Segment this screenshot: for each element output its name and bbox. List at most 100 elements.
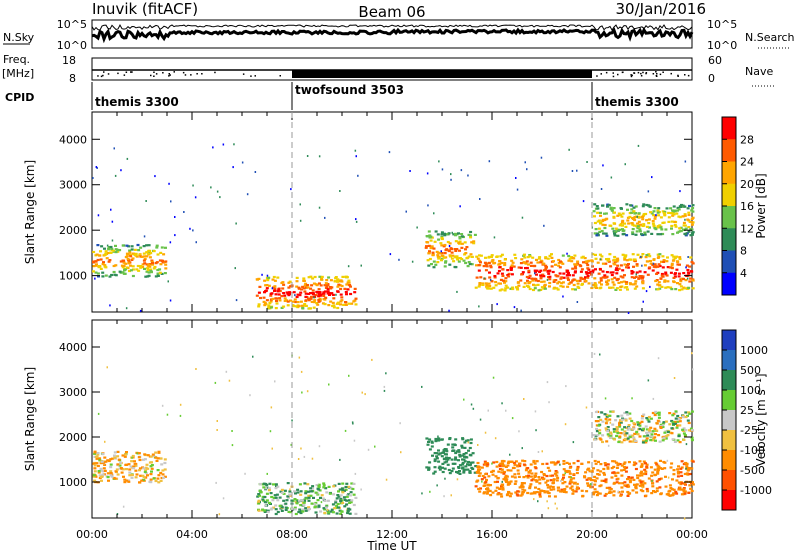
data-cell [687,256,689,258]
data-cell [589,483,592,486]
data-cell [581,282,584,285]
data-cell [266,274,269,277]
data-cell [310,300,314,303]
colorbar-tick-label: 24 [740,156,754,169]
data-cell [623,258,627,261]
data-cell [330,508,334,511]
data-cell [659,493,663,496]
data-cell [557,261,561,264]
data-cell [434,230,438,233]
data-cell [632,427,636,430]
data-cell [344,275,348,278]
data-cell [308,507,311,511]
data-cell [571,488,575,491]
data-cell [431,251,435,254]
data-cell [660,228,664,231]
data-cell [183,211,185,213]
data-cell [658,253,662,256]
data-cell [277,293,281,296]
data-cell [592,479,596,482]
data-cell [114,251,118,254]
data-cell [613,438,616,441]
nave-dot [617,73,619,76]
data-cell [639,472,643,475]
data-cell [674,272,677,275]
data-cell [554,470,558,473]
data-cell [235,299,238,302]
data-cell [534,467,538,470]
data-cell [670,254,674,257]
data-cell [311,457,314,460]
data-cell [258,285,262,288]
nave-dot [630,74,632,76]
data-cell [104,274,108,277]
data-cell [618,425,622,428]
data-cell [611,227,615,230]
data-cell [642,223,646,226]
y-tick-label: 3000 [59,179,87,192]
data-cell [351,487,355,491]
data-cell [337,482,341,485]
data-cell [425,437,429,440]
data-cell [539,261,543,264]
data-cell [145,255,149,258]
data-cell [231,430,233,432]
data-cell [625,411,629,414]
data-cell [446,458,450,461]
data-cell [154,479,158,483]
data-cell [103,265,107,268]
data-cell [155,244,159,247]
data-cell [484,256,487,259]
data-cell [664,273,668,276]
data-cell [457,459,460,462]
data-cell [103,456,107,459]
data-cell [461,461,465,464]
data-cell [675,212,679,215]
data-cell [146,252,150,255]
data-cell [598,267,602,271]
data-cell [141,263,145,266]
data-cell [590,260,594,263]
data-cell [605,258,608,261]
data-cell [620,221,624,224]
data-cell [609,431,613,434]
data-cell [306,483,310,486]
data-cell [438,252,442,255]
data-cell [337,283,341,286]
data-cell [599,279,603,282]
nave-dot [662,71,664,73]
data-cell [638,479,642,482]
nave-dot [612,72,614,74]
data-cell [128,474,132,477]
data-cell [642,472,646,475]
data-cell [298,294,302,297]
data-cell [345,495,349,498]
data-cell [219,196,221,199]
data-cell [336,290,340,293]
data-cell [283,297,287,300]
data-cell [680,203,683,207]
data-cell [276,485,280,488]
data-cell [302,504,306,507]
nave-dot [125,71,128,73]
data-cell [680,493,684,496]
data-cell [486,463,490,466]
data-cell [189,227,191,230]
data-cell [297,305,301,308]
data-cell [525,275,529,279]
data-cell [161,469,165,472]
data-cell [335,293,337,296]
data-cell [643,482,647,485]
data-cell [496,272,500,275]
data-cell [656,419,660,422]
data-cell [511,466,515,470]
data-cell [258,482,262,486]
data-cell [605,280,609,283]
data-cell [144,469,148,472]
data-cell [513,482,517,485]
data-cell [134,469,138,472]
data-cell [114,470,118,473]
data-cell [467,233,471,236]
data-cell [116,477,119,480]
data-cell [614,288,618,291]
